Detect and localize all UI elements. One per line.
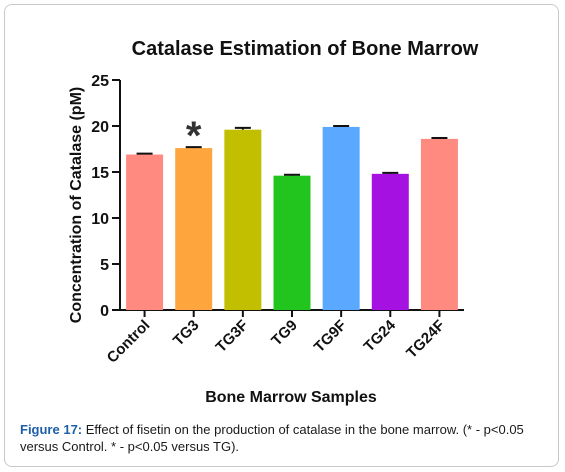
x-axis-label: Bone Marrow Samples xyxy=(205,389,377,406)
figure-label: Figure 17: xyxy=(20,422,83,437)
x-tick-label: TG24F xyxy=(403,317,448,362)
y-tick-label: 0 xyxy=(100,303,109,320)
bar-tg24f xyxy=(420,138,458,310)
x-tick-label: TG24 xyxy=(361,316,400,355)
bar-tg3f xyxy=(224,129,262,310)
x-tick-label: TG3 xyxy=(170,317,203,350)
y-tick-label: 5 xyxy=(100,257,109,274)
significance-marker: * xyxy=(186,114,202,158)
bar-control xyxy=(126,154,164,310)
y-tick-label: 10 xyxy=(91,211,109,228)
y-tick-label: 25 xyxy=(91,73,109,90)
bar-tg9f xyxy=(322,126,360,310)
bars xyxy=(126,125,458,310)
x-tick-label: TG9 xyxy=(268,317,301,350)
x-tick-label: TG9F xyxy=(311,317,350,356)
y-axis-label: Concentration of Catalase (pM) xyxy=(68,87,85,323)
figure-caption-text: Effect of fisetin on the production of c… xyxy=(20,422,524,454)
figure-caption: Figure 17: Effect of fisetin on the prod… xyxy=(20,421,550,455)
bar-tg3 xyxy=(175,148,213,310)
x-tick-label: Control xyxy=(104,317,154,367)
bar-tg9 xyxy=(273,175,311,310)
y-tick-label: 20 xyxy=(91,119,109,136)
catalase-bar-chart: Catalase Estimation of Bone Marrow Conce… xyxy=(68,38,479,406)
x-tick-label: TG3F xyxy=(213,317,252,356)
y-tick-label: 15 xyxy=(91,165,109,182)
bar-tg24 xyxy=(371,173,409,310)
chart-title: Catalase Estimation of Bone Marrow xyxy=(132,38,479,60)
